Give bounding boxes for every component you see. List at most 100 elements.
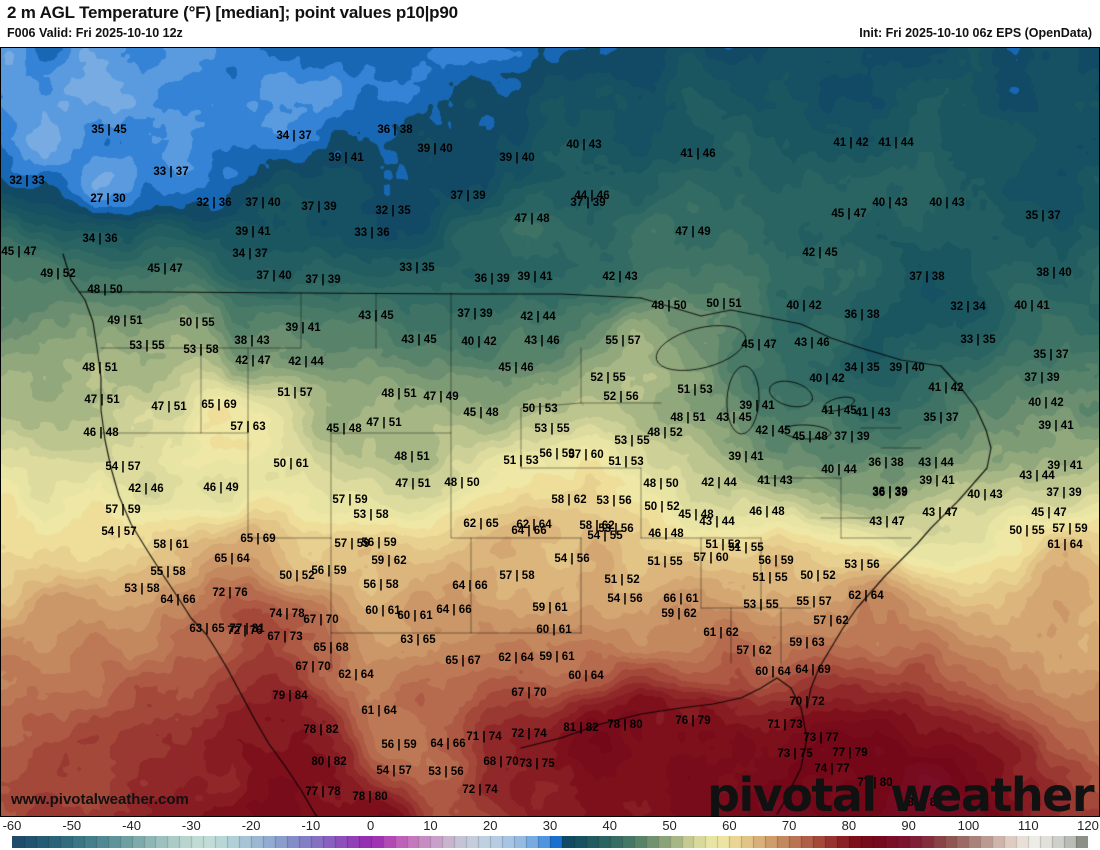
- point-value: 77 | 81: [229, 623, 265, 635]
- point-value: 51 | 57: [277, 387, 313, 399]
- point-value: 47 | 48: [514, 213, 550, 225]
- point-value: 50 | 53: [522, 403, 558, 415]
- point-value: 42 | 46: [128, 483, 164, 495]
- point-value: 46 | 49: [203, 482, 239, 494]
- point-value: 39 | 41: [517, 271, 553, 283]
- point-value: 59 | 62: [371, 555, 407, 567]
- point-value: 56 | 59: [311, 565, 347, 577]
- point-value: 34 | 37: [276, 130, 312, 142]
- colorbar-tick: 20: [482, 818, 498, 833]
- point-value: 40 | 43: [967, 489, 1003, 501]
- point-value: 66 | 61: [663, 593, 699, 605]
- point-value: 49 | 52: [40, 268, 76, 280]
- point-value: 72 | 76: [212, 587, 248, 599]
- site-url-watermark: www.pivotalweather.com: [11, 791, 189, 808]
- point-value: 39 | 40: [499, 152, 535, 164]
- point-value: 57 | 59: [1052, 523, 1088, 535]
- point-value: 36 | 39: [872, 486, 908, 498]
- point-value: 48 | 51: [381, 388, 417, 400]
- colorbar-tick: -40: [122, 818, 141, 833]
- point-value: 57 | 58: [499, 570, 535, 582]
- point-value: 37 | 39: [301, 201, 337, 213]
- point-value: 64 | 69: [795, 664, 831, 676]
- point-value: 51 | 55: [728, 542, 764, 554]
- point-value: 46 | 48: [749, 506, 785, 518]
- point-value: 60 | 61: [397, 610, 433, 622]
- colorbar-tick: 120: [1077, 818, 1099, 833]
- point-value: 70 | 72: [789, 696, 825, 708]
- point-value: 37 | 40: [256, 270, 292, 282]
- point-value: 46 | 48: [83, 427, 119, 439]
- point-value: 62 | 64: [516, 519, 552, 531]
- point-value: 48 | 52: [647, 427, 683, 439]
- point-value: 73 | 75: [519, 758, 555, 770]
- colorbar-tick: 0: [367, 818, 375, 833]
- point-value: 38 | 40: [1036, 267, 1072, 279]
- temperature-field-raster: [1, 48, 1099, 816]
- point-value: 74 | 78: [269, 608, 305, 620]
- point-value: 42 | 44: [288, 356, 324, 368]
- point-value: 62 | 65: [463, 518, 499, 530]
- point-value: 67 | 70: [303, 614, 339, 626]
- point-value: 42 | 45: [755, 425, 791, 437]
- colorbar-tick: -50: [62, 818, 82, 833]
- point-value: 80 | 82: [311, 756, 347, 768]
- point-value: 59 | 61: [539, 651, 575, 663]
- point-value: 56 | 58: [363, 579, 399, 591]
- point-value: 61 | 64: [361, 705, 397, 717]
- point-value: 50 | 52: [644, 501, 680, 513]
- point-value: 52 | 55: [590, 372, 626, 384]
- colorbar-tick: -20: [241, 818, 261, 833]
- point-value: 50 | 55: [1009, 525, 1045, 537]
- point-value: 51 | 55: [752, 572, 788, 584]
- colorbar-tick: 10: [423, 818, 438, 833]
- point-value: 43 | 45: [401, 334, 437, 346]
- point-value: 64 | 66: [436, 604, 472, 616]
- point-value: 36 | 39: [872, 487, 908, 499]
- point-value: 39 | 41: [328, 152, 364, 164]
- point-value: 34 | 35: [844, 362, 880, 374]
- point-value: 81 | 82: [907, 797, 943, 809]
- point-value: 78 | 80: [352, 791, 388, 803]
- point-value: 41 | 42: [833, 137, 869, 149]
- point-value: 35 | 37: [1033, 349, 1069, 361]
- point-value: 45 | 47: [831, 208, 867, 220]
- point-value: 62 | 64: [498, 652, 534, 664]
- point-value: 74 | 77: [814, 763, 850, 775]
- point-value: 55 | 57: [796, 596, 832, 608]
- point-value: 40 | 42: [809, 373, 845, 385]
- colorbar-tick: 40: [602, 818, 617, 833]
- point-value: 43 | 45: [358, 310, 394, 322]
- colorbar: -60 -50 -40 -30 -20 -10 0 10 20 30 40 50 60 70 80 90 100…: [0, 818, 1100, 850]
- colorbar-tick: -30: [181, 818, 201, 833]
- point-value: 41 | 46: [680, 148, 716, 160]
- point-value: 27 | 30: [90, 193, 126, 205]
- point-value: 43 | 44: [918, 457, 954, 469]
- point-value: 32 | 36: [196, 197, 232, 209]
- point-value: 40 | 43: [929, 197, 965, 209]
- point-value: 53 | 58: [124, 583, 160, 595]
- point-value: 50 | 51: [706, 298, 742, 310]
- valid-time-label: F006 Valid: Fri 2025-10-10 12z: [7, 26, 183, 40]
- point-value: 57 | 60: [568, 449, 604, 461]
- map-viewport[interactable]: 32 | 33 35 | 45 27 | 30 34 | 36 45 | 47 49 | …: [0, 47, 1100, 817]
- point-value: 53 | 58: [183, 344, 219, 356]
- point-value: 40 | 42: [461, 336, 497, 348]
- point-value: 37 | 39: [450, 190, 486, 202]
- point-value: 65 | 64: [214, 553, 250, 565]
- point-value: 65 | 69: [201, 399, 237, 411]
- point-value: 45 | 47: [147, 263, 183, 275]
- point-value: 81 | 82: [563, 722, 599, 734]
- point-value: 45 | 47: [1031, 507, 1067, 519]
- point-value: 64 | 66: [511, 525, 547, 537]
- colorbar-tick: 80: [841, 818, 857, 833]
- point-value: 78 | 82: [303, 724, 339, 736]
- point-value: 59 | 61: [532, 602, 568, 614]
- point-value: 39 | 41: [1038, 420, 1074, 432]
- point-value: 45 | 48: [326, 423, 362, 435]
- point-value: 51 | 52: [705, 539, 741, 551]
- point-value: 58 | 62: [579, 520, 615, 532]
- point-value: 40 | 42: [786, 300, 822, 312]
- map-header: 2 m AGL Temperature (°F) [median]; point…: [0, 0, 1100, 47]
